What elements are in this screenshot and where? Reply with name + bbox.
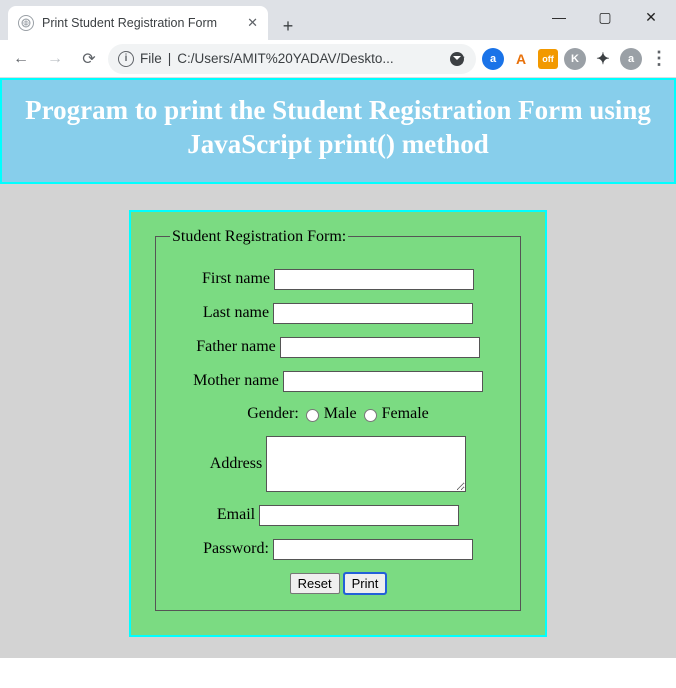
- gender-label: Gender:: [247, 405, 299, 423]
- extension-icon[interactable]: K: [564, 48, 586, 70]
- tab-title: Print Student Registration Form: [42, 16, 239, 30]
- reload-button[interactable]: ⟳: [74, 44, 104, 74]
- window-close-button[interactable]: ✕: [628, 2, 674, 32]
- mother-name-input[interactable]: [283, 371, 483, 392]
- tab-close-icon[interactable]: ✕: [247, 15, 258, 31]
- extensions-menu-icon[interactable]: ✦: [592, 48, 614, 70]
- last-name-input[interactable]: [273, 303, 473, 324]
- chrome-menu-icon[interactable]: ⋮: [648, 48, 670, 70]
- mother-name-label: Mother name: [193, 372, 279, 390]
- extension-icon[interactable]: off: [538, 49, 558, 69]
- password-input[interactable]: [273, 539, 473, 560]
- last-name-row: Last name: [170, 303, 506, 324]
- email-label: Email: [217, 506, 255, 524]
- extensions-row: a A off K ✦ a ⋮: [482, 48, 670, 70]
- browser-chrome: — ▢ ✕ Print Student Registration Form ✕ …: [0, 0, 676, 78]
- address-bar[interactable]: i File | C:/Users/AMIT%20YADAV/Deskto...…: [108, 44, 476, 74]
- father-name-input[interactable]: [280, 337, 480, 358]
- gender-male-label: Male: [324, 405, 357, 423]
- gender-row: Gender: Male Female: [170, 405, 506, 423]
- address-row: Address: [170, 436, 506, 492]
- gender-female-radio[interactable]: [364, 409, 377, 422]
- password-row: Password:: [170, 539, 506, 560]
- url-separator: |: [168, 51, 172, 66]
- profile-avatar[interactable]: a: [620, 48, 642, 70]
- extension-icon[interactable]: A: [510, 48, 532, 70]
- globe-icon: [18, 15, 34, 31]
- gender-male-radio[interactable]: [306, 409, 319, 422]
- last-name-label: Last name: [203, 304, 269, 322]
- fieldset-legend: Student Registration Form:: [170, 228, 348, 246]
- form-container: Student Registration Form: First name La…: [0, 184, 676, 659]
- father-name-label: Father name: [196, 338, 276, 356]
- button-row: Reset Print: [170, 573, 506, 594]
- address-dropdown-icon[interactable]: [450, 52, 464, 66]
- gender-female-label: Female: [382, 405, 429, 423]
- address-textarea[interactable]: [266, 436, 466, 492]
- browser-tab[interactable]: Print Student Registration Form ✕: [8, 6, 268, 40]
- father-name-row: Father name: [170, 337, 506, 358]
- new-tab-button[interactable]: +: [274, 12, 302, 40]
- mother-name-row: Mother name: [170, 371, 506, 392]
- forward-button[interactable]: →: [40, 44, 70, 74]
- print-button[interactable]: Print: [344, 573, 387, 594]
- email-input[interactable]: [259, 505, 459, 526]
- window-maximize-button[interactable]: ▢: [582, 2, 628, 32]
- page-heading: Program to print the Student Registratio…: [10, 94, 666, 162]
- page-viewport: Program to print the Student Registratio…: [0, 78, 676, 658]
- reset-button[interactable]: Reset: [290, 573, 340, 594]
- form-panel: Student Registration Form: First name La…: [129, 210, 547, 637]
- back-button[interactable]: ←: [6, 44, 36, 74]
- password-label: Password:: [203, 540, 269, 558]
- url-scheme: File: [140, 51, 162, 66]
- address-label: Address: [210, 455, 262, 473]
- first-name-input[interactable]: [274, 269, 474, 290]
- registration-fieldset: Student Registration Form: First name La…: [155, 228, 521, 611]
- extension-icon[interactable]: a: [482, 48, 504, 70]
- window-minimize-button[interactable]: —: [536, 2, 582, 32]
- first-name-label: First name: [202, 270, 270, 288]
- page-banner: Program to print the Student Registratio…: [0, 78, 676, 184]
- first-name-row: First name: [170, 269, 506, 290]
- url-text: C:/Users/AMIT%20YADAV/Deskto...: [177, 51, 445, 66]
- browser-toolbar: ← → ⟳ i File | C:/Users/AMIT%20YADAV/Des…: [0, 40, 676, 78]
- site-info-icon[interactable]: i: [118, 51, 134, 67]
- email-row: Email: [170, 505, 506, 526]
